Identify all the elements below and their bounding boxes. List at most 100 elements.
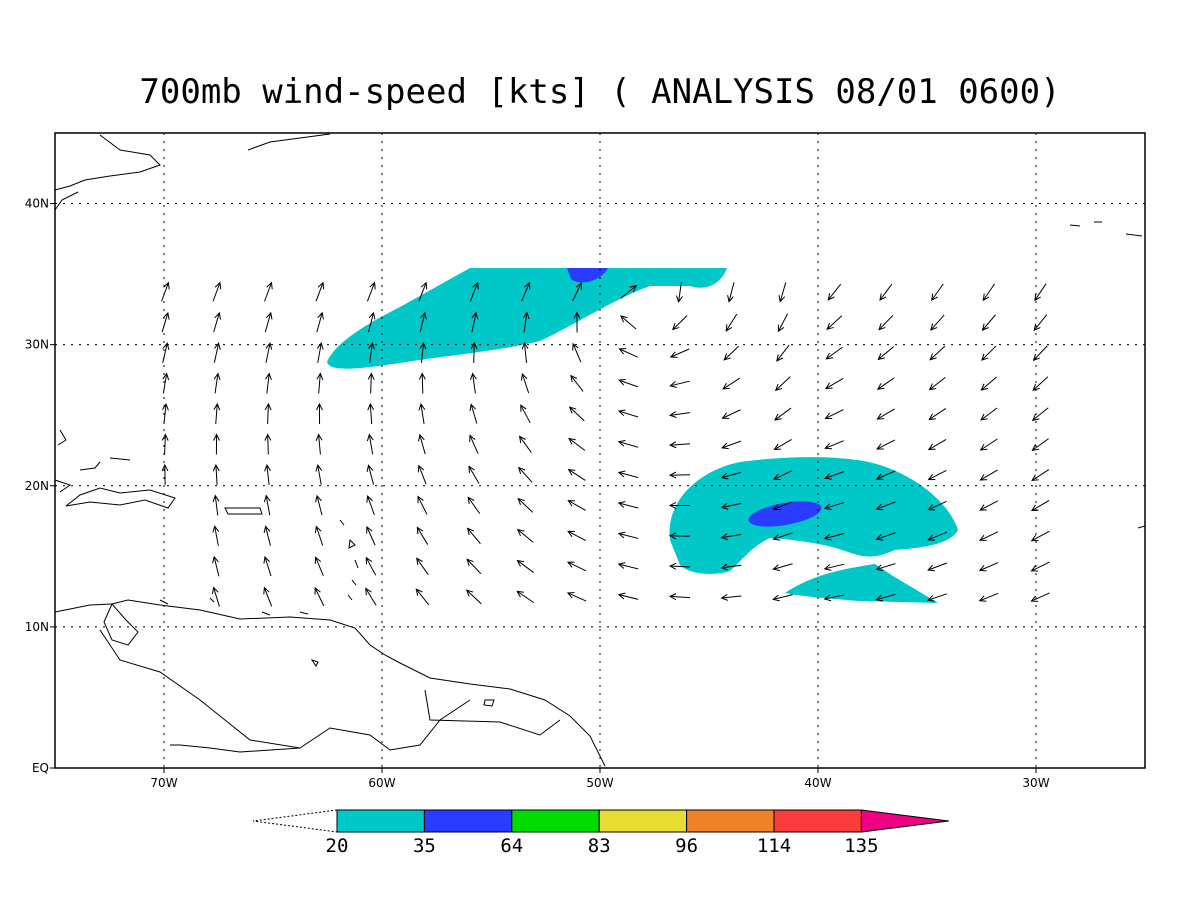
arrow-head — [877, 353, 885, 361]
wind-arrow — [875, 532, 896, 541]
arrow-head — [825, 352, 834, 360]
arrow-head — [669, 351, 678, 358]
coastline — [424, 689, 561, 736]
arrow-head — [720, 472, 729, 480]
arrow-head — [668, 411, 677, 418]
arrow-head — [214, 342, 221, 350]
arrow-shaft — [420, 343, 425, 363]
arrow-shaft — [265, 495, 271, 516]
arrow-shaft — [1031, 592, 1050, 602]
arrow-head — [420, 281, 428, 290]
coastline — [159, 519, 359, 616]
wind-arrow — [161, 433, 169, 455]
arrow-head — [772, 534, 781, 541]
arrow-head — [720, 503, 729, 510]
arrow-shaft — [669, 565, 691, 568]
contour-fill — [327, 268, 727, 369]
wind-arrow — [264, 433, 272, 455]
colorbar-box — [598, 809, 688, 833]
coastline — [310, 659, 495, 707]
arrow-shaft — [366, 526, 376, 546]
arrow-shaft — [877, 408, 895, 420]
arrow-shaft — [519, 436, 532, 453]
arrow-head — [774, 383, 783, 392]
arrow-shaft — [315, 282, 324, 302]
arrow-head — [161, 433, 169, 441]
wind-arrow — [824, 471, 845, 480]
wind-arrow — [672, 315, 688, 331]
arrow-shaft — [928, 408, 947, 420]
arrow-shaft — [267, 403, 269, 425]
wind-arrow — [162, 402, 169, 424]
arrow-head — [316, 342, 324, 350]
arrow-shaft — [516, 590, 535, 604]
arrow-head — [617, 592, 626, 600]
arrow-shaft — [669, 443, 691, 446]
arrow-head — [212, 463, 220, 472]
arrow-shaft — [773, 563, 793, 570]
arrow-head — [876, 443, 884, 450]
contour-fill — [567, 268, 608, 283]
arrow-head — [368, 342, 376, 350]
wind-arrow — [572, 282, 582, 302]
wind-arrow — [567, 530, 587, 542]
arrow-shaft — [979, 592, 999, 602]
arrow-shaft — [928, 469, 947, 481]
arrow-head — [668, 562, 677, 570]
wind-arrow — [721, 409, 741, 419]
arrow-shaft — [620, 285, 637, 299]
arrow-shaft — [468, 466, 480, 484]
wind-arrow — [367, 372, 375, 394]
colorbar-box — [773, 809, 862, 833]
arrow-shaft — [728, 282, 735, 302]
arrow-shaft — [469, 282, 479, 302]
wind-arrow — [668, 562, 691, 570]
arrow-shaft — [723, 345, 740, 361]
arrow-head — [367, 402, 375, 411]
arrow-head — [416, 526, 424, 535]
lon-tick-label: 40W — [804, 776, 831, 790]
arrow-head — [365, 556, 373, 565]
arrow-head — [981, 323, 989, 331]
coastline — [54, 134, 161, 211]
colorbar-label: 96 — [675, 835, 698, 857]
colorbar-label: 83 — [588, 835, 611, 857]
arrow-head — [211, 586, 219, 595]
arrow-head — [772, 564, 781, 571]
arrow-head — [368, 311, 376, 320]
arrow-shaft — [318, 373, 321, 394]
arrow-shaft — [1032, 438, 1049, 451]
wind-arrow — [465, 589, 482, 605]
arrow-shaft — [824, 594, 845, 600]
arrow-shaft — [568, 469, 586, 481]
wind-arrow — [469, 403, 478, 424]
arrow-shaft — [318, 434, 321, 455]
arrow-head — [516, 559, 525, 567]
wind-arrow — [980, 376, 997, 391]
arrow-head — [317, 281, 325, 290]
wind-arrow — [823, 594, 845, 602]
wind-arrow — [668, 593, 691, 601]
arrow-head — [723, 353, 731, 361]
plot-frame — [54, 132, 1146, 769]
arrow-shaft — [473, 342, 475, 364]
arrow-shaft — [523, 343, 528, 363]
arrow-shaft — [928, 439, 947, 450]
wind-arrow — [366, 281, 376, 302]
wind-arrow — [978, 592, 999, 602]
arrow-head — [420, 311, 427, 320]
arrow-shaft — [213, 587, 220, 607]
wind-arrow — [620, 315, 637, 330]
arrow-shaft — [420, 404, 425, 424]
arrow-head — [567, 500, 576, 507]
arrow-shaft — [415, 588, 430, 606]
wind-arrow — [875, 501, 896, 511]
arrow-head — [777, 324, 785, 333]
arrow-shaft — [927, 562, 948, 571]
arrow-shaft — [421, 373, 424, 394]
wind-arrow — [927, 531, 947, 541]
arrow-shaft — [928, 531, 947, 541]
arrow-shaft — [469, 435, 479, 454]
